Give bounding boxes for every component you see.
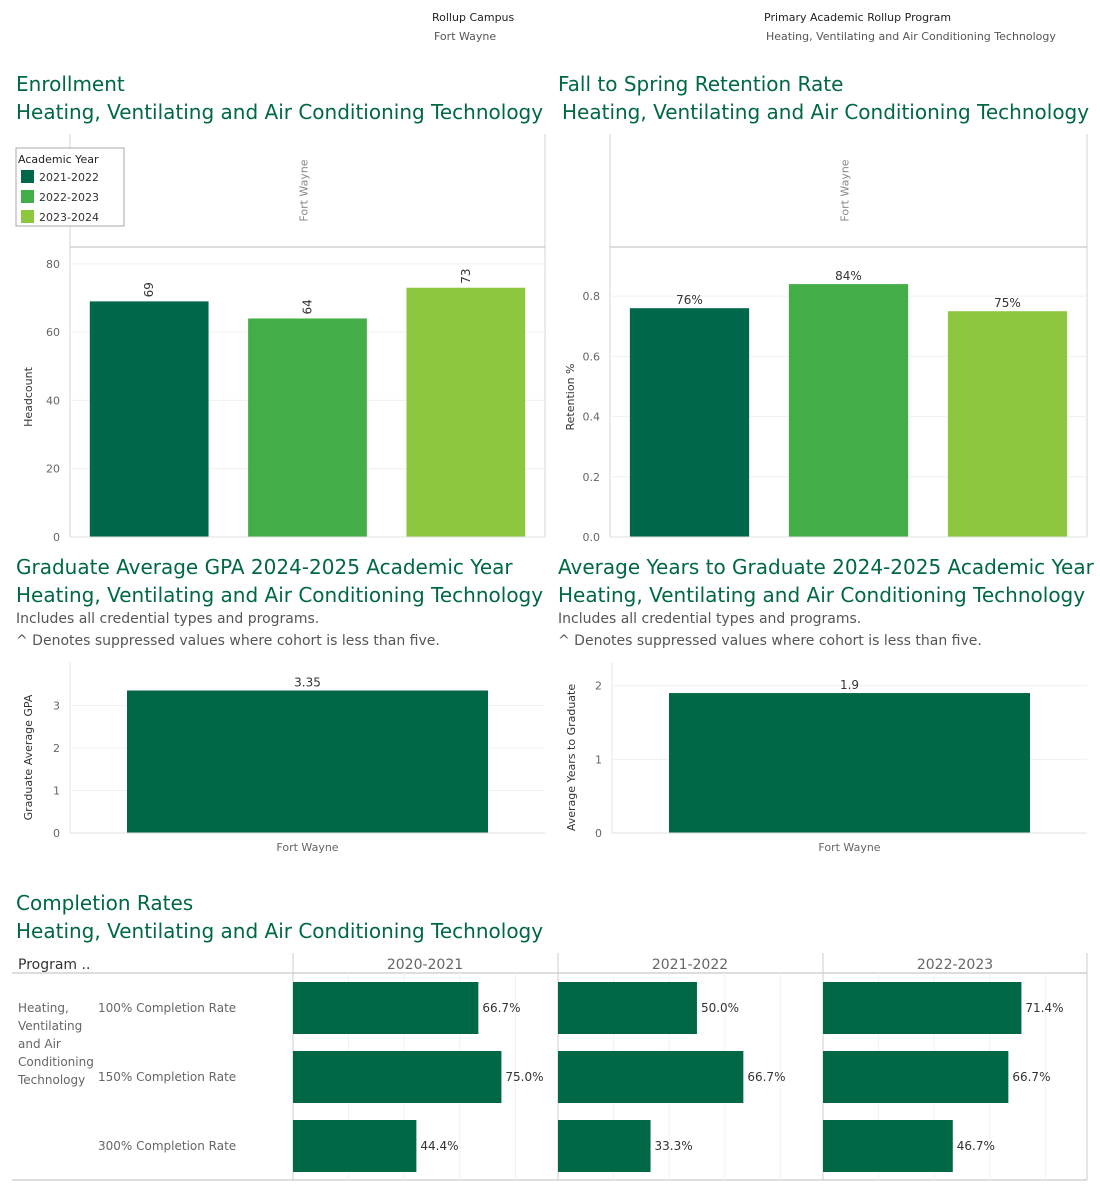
data-label: 44.4% bbox=[420, 1139, 458, 1153]
bar bbox=[947, 311, 1068, 537]
data-label: 66.7% bbox=[747, 1070, 785, 1084]
legend-swatch bbox=[21, 170, 34, 183]
data-label: 75.0% bbox=[505, 1070, 543, 1084]
row-header: Program .. bbox=[18, 957, 90, 973]
y-tick-label: 1 bbox=[53, 784, 60, 797]
row-label: 100% Completion Rate bbox=[98, 1001, 236, 1015]
row-label: 150% Completion Rate bbox=[98, 1070, 236, 1084]
x-tick-label: Fort Wayne bbox=[818, 841, 880, 854]
completion-bar bbox=[823, 1051, 1009, 1103]
legend-entry: 2023-2024 bbox=[39, 211, 99, 224]
enrollment-title: Enrollment bbox=[16, 72, 125, 96]
y-tick-label: 0.6 bbox=[583, 350, 601, 363]
years-subtitle: Heating, Ventilating and Air Conditionin… bbox=[558, 583, 1086, 607]
completion-subtitle: Heating, Ventilating and Air Conditionin… bbox=[16, 919, 544, 943]
gpa-note-credentials: Includes all credential types and progra… bbox=[16, 611, 320, 627]
column-header: 2022-2023 bbox=[917, 957, 993, 973]
y-axis-label: Graduate Average GPA bbox=[22, 694, 35, 820]
completion-bar bbox=[558, 1120, 651, 1172]
data-label: 71.4% bbox=[1025, 1001, 1063, 1015]
retention-title: Fall to Spring Retention Rate bbox=[558, 72, 844, 96]
data-label: 33.3% bbox=[655, 1139, 693, 1153]
row-label: 300% Completion Rate bbox=[98, 1139, 236, 1153]
y-tick-label: 0.0 bbox=[583, 531, 601, 544]
completion-bar bbox=[558, 1051, 744, 1103]
data-label: 69 bbox=[142, 282, 156, 297]
enrollment-subtitle: Heating, Ventilating and Air Conditionin… bbox=[16, 100, 544, 124]
y-tick-label: 2 bbox=[53, 742, 60, 755]
y-tick-label: 0.2 bbox=[583, 471, 601, 484]
completion-title: Completion Rates bbox=[16, 891, 194, 915]
y-tick-label: 3 bbox=[53, 699, 60, 712]
data-label: 46.7% bbox=[957, 1139, 995, 1153]
facet-label: Fort Wayne bbox=[298, 159, 311, 221]
y-tick-label: 40 bbox=[46, 394, 60, 407]
years-title: Average Years to Graduate 2024-2025 Acad… bbox=[558, 555, 1094, 579]
column-header: 2021-2022 bbox=[652, 957, 728, 973]
gpa-note-suppressed: ^ Denotes suppressed values where cohort… bbox=[16, 633, 440, 649]
legend: Academic Year 2021-2022 2022-2023 2023-2024 bbox=[15, 147, 125, 227]
data-label: 84% bbox=[835, 269, 862, 283]
completion-bar bbox=[293, 982, 479, 1034]
filter-rollup-campus[interactable]: Rollup Campus Fort Wayne bbox=[432, 11, 514, 43]
y-tick-label: 80 bbox=[46, 258, 60, 271]
y-tick-label: 1 bbox=[595, 753, 602, 766]
gpa-title: Graduate Average GPA 2024-2025 Academic … bbox=[16, 555, 513, 579]
bar bbox=[248, 318, 367, 537]
y-tick-label: 20 bbox=[46, 463, 60, 476]
legend-title: Academic Year bbox=[18, 153, 99, 166]
data-label: 66.7% bbox=[1012, 1070, 1050, 1084]
bar bbox=[788, 284, 909, 537]
column-header: 2020-2021 bbox=[387, 957, 463, 973]
filter-label: Rollup Campus bbox=[432, 11, 515, 24]
y-tick-label: 2 bbox=[595, 680, 602, 693]
data-label: 3.35 bbox=[294, 676, 321, 690]
data-label: 76% bbox=[676, 293, 703, 307]
y-tick-label: 0 bbox=[53, 827, 60, 840]
data-label: 75% bbox=[994, 296, 1021, 310]
legend-swatch bbox=[21, 210, 34, 223]
bar bbox=[406, 287, 526, 537]
y-axis-label: Retention % bbox=[564, 364, 577, 431]
filter-value[interactable]: Heating, Ventilating and Air Conditionin… bbox=[766, 30, 1056, 43]
data-label: 50.0% bbox=[701, 1001, 739, 1015]
bar bbox=[89, 301, 209, 537]
data-label: 66.7% bbox=[482, 1001, 520, 1015]
y-axis-label: Average Years to Graduate bbox=[565, 684, 578, 832]
y-tick-label: 0 bbox=[595, 827, 602, 840]
completion-bar bbox=[823, 1120, 953, 1172]
legend-swatch bbox=[21, 190, 34, 203]
bar bbox=[629, 308, 750, 537]
facet-label: Fort Wayne bbox=[839, 159, 852, 221]
legend-entry: 2022-2023 bbox=[39, 191, 99, 204]
data-label: 64 bbox=[301, 299, 315, 314]
gpa-subtitle: Heating, Ventilating and Air Conditionin… bbox=[16, 583, 544, 607]
retention-subtitle: Heating, Ventilating and Air Conditionin… bbox=[562, 100, 1090, 124]
completion-bar bbox=[558, 982, 697, 1034]
y-axis-label: Headcount bbox=[22, 366, 35, 426]
filter-label: Primary Academic Rollup Program bbox=[764, 11, 952, 24]
y-tick-label: 0.4 bbox=[583, 411, 601, 424]
y-tick-label: 60 bbox=[46, 326, 60, 339]
bar bbox=[127, 690, 488, 833]
legend-entry: 2021-2022 bbox=[39, 171, 99, 184]
y-tick-label: 0 bbox=[53, 531, 60, 544]
program-label: Heating, Ventilating and Air Conditioning Te… bbox=[17, 1001, 94, 1087]
y-tick-label: 0.8 bbox=[583, 290, 601, 303]
x-tick-label: Fort Wayne bbox=[276, 841, 338, 854]
data-label: 1.9 bbox=[840, 678, 859, 692]
filter-rollup-program[interactable]: Primary Academic Rollup Program Heating,… bbox=[764, 11, 1056, 43]
bar bbox=[669, 693, 1030, 833]
data-label: 73 bbox=[459, 268, 473, 283]
years-note-credentials: Includes all credential types and progra… bbox=[558, 611, 862, 627]
completion-bar bbox=[823, 982, 1022, 1034]
years-note-suppressed: ^ Denotes suppressed values where cohort… bbox=[558, 633, 982, 649]
completion-bar bbox=[293, 1051, 502, 1103]
completion-bar bbox=[293, 1120, 417, 1172]
filter-value[interactable]: Fort Wayne bbox=[434, 30, 497, 43]
